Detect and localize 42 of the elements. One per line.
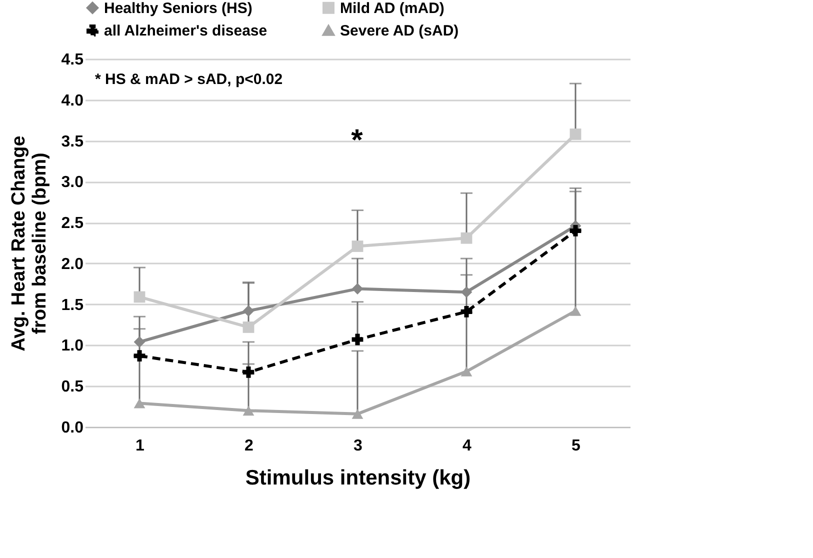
y-tick-label: 2.5 — [61, 215, 84, 232]
point — [134, 291, 146, 303]
point — [570, 128, 582, 140]
point — [134, 350, 146, 362]
y-tick-label: 0.5 — [61, 378, 84, 396]
annotation: * — [351, 124, 364, 157]
annotation: * HS & mAD > sAD, p<0.02 — [95, 71, 283, 88]
x-axis-title: Stimulus intensity (kg) — [245, 466, 471, 490]
point — [242, 322, 254, 333]
point — [134, 398, 146, 408]
point — [134, 336, 146, 348]
point — [352, 240, 364, 252]
legend-label: all Alzheimer's disease — [104, 22, 268, 40]
point — [460, 232, 472, 244]
x-tick-label: 4 — [462, 438, 472, 454]
y-tick-label: 3.0 — [61, 174, 84, 192]
point — [352, 334, 364, 346]
y-tick-label: 4.5 — [61, 52, 84, 68]
point — [242, 305, 254, 317]
legend-label: Severe AD (sAD) — [340, 22, 459, 40]
point — [460, 286, 472, 298]
point — [460, 306, 472, 318]
x-tick-label: 5 — [572, 438, 581, 454]
y-tick-label: 2.0 — [61, 256, 84, 273]
legend-label: Mild AD (mAD) — [340, 0, 444, 17]
y-tick-label: 0.0 — [61, 420, 84, 436]
x-tick-label: 1 — [136, 438, 145, 454]
y-tick-label: 3.5 — [61, 133, 84, 150]
legend-label: Healthy Seniors (HS) — [104, 0, 252, 17]
point — [242, 406, 254, 416]
point — [242, 366, 254, 378]
point — [352, 408, 364, 419]
y-tick-label: 1.0 — [61, 338, 84, 355]
point — [570, 225, 582, 236]
point — [352, 283, 364, 294]
point — [570, 306, 582, 316]
x-tick-label: 3 — [354, 438, 363, 454]
y-tick-label: 1.5 — [61, 296, 84, 314]
y-axis-title: Avg. Heart Rate Change from baseline (bpm) — [8, 136, 50, 352]
point — [460, 366, 472, 376]
x-tick-label: 2 — [244, 438, 254, 454]
y-tick-label: 4.0 — [61, 92, 84, 110]
